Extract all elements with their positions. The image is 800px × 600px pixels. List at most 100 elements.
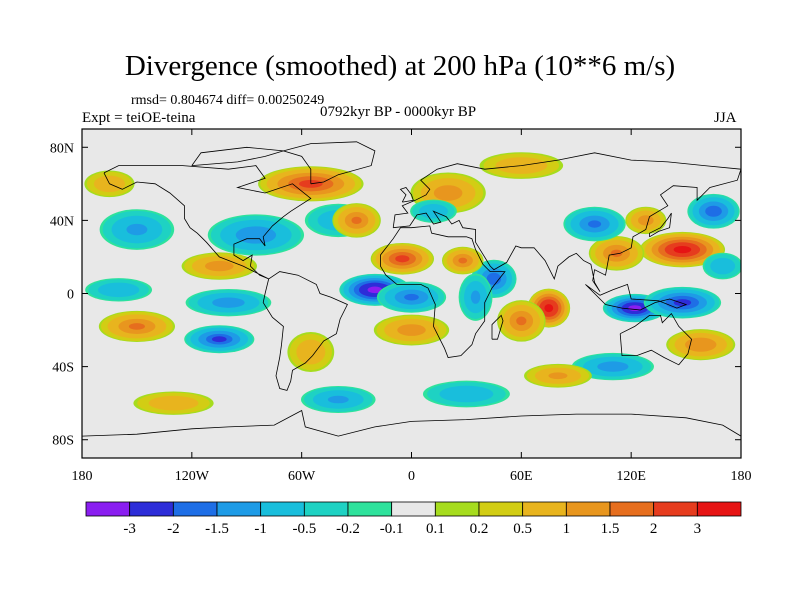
anomaly-19 bbox=[99, 209, 175, 250]
x-axis: 180 120W 60W 0 60E 120E 180 bbox=[72, 129, 752, 484]
colorbar-swatch bbox=[303, 501, 349, 517]
coast-uk bbox=[399, 187, 414, 203]
x-tick-label: 0 bbox=[408, 469, 415, 484]
anomaly-25 bbox=[184, 325, 255, 354]
colorbar-label: 2 bbox=[650, 521, 658, 537]
coast-antarctica bbox=[82, 409, 741, 437]
coast-eurasia bbox=[392, 152, 741, 292]
colorbar-swatch bbox=[653, 501, 698, 517]
anomaly-5 bbox=[497, 300, 546, 342]
colorbar-swatch bbox=[609, 501, 655, 517]
coast-greenland bbox=[281, 141, 376, 185]
rmsd-diff-label: rmsd= 0.804674 diff= 0.00250249 bbox=[131, 93, 325, 108]
anomaly-33-level bbox=[148, 395, 199, 411]
anomaly-31-level bbox=[548, 372, 568, 380]
y-tick-label: 80S bbox=[52, 434, 74, 449]
anomaly-9 bbox=[588, 235, 645, 271]
colorbar-swatch bbox=[85, 501, 131, 517]
anomaly-1 bbox=[376, 281, 447, 313]
colorbar-swatch bbox=[391, 501, 436, 517]
anomaly-25-level bbox=[211, 336, 227, 343]
colorbar-swatch bbox=[216, 501, 262, 517]
x-tick-label: 60W bbox=[288, 469, 316, 484]
anomaly-13-level bbox=[395, 255, 410, 263]
colorbar-label: -0.2 bbox=[336, 521, 360, 537]
anomaly-24 bbox=[185, 288, 272, 317]
anomaly-23 bbox=[479, 152, 564, 179]
colorbar-label: 0.5 bbox=[513, 521, 532, 537]
coast-australia bbox=[619, 312, 693, 366]
coastlines bbox=[82, 141, 741, 437]
colorbar-label: -0.1 bbox=[380, 521, 404, 537]
anomaly-11 bbox=[687, 193, 740, 229]
season-label: JJA bbox=[714, 110, 737, 126]
anomaly-4-level bbox=[544, 304, 554, 313]
anomaly-12 bbox=[625, 206, 667, 235]
anomaly-14 bbox=[441, 246, 484, 275]
anomaly-29-level bbox=[597, 361, 629, 372]
anomaly-3-level bbox=[673, 299, 692, 307]
anomaly-30 bbox=[666, 329, 736, 361]
coast-japan bbox=[649, 212, 672, 238]
anomaly-7 bbox=[458, 273, 493, 321]
anomaly-22-level bbox=[433, 185, 463, 201]
anomaly-15 bbox=[373, 314, 450, 346]
colorbar-swatch bbox=[696, 501, 742, 517]
anomaly-18 bbox=[207, 214, 305, 256]
anomaly-10-level bbox=[587, 220, 602, 228]
colorbar-swatch bbox=[129, 501, 174, 517]
anomaly-31 bbox=[524, 363, 592, 388]
anomaly-8-level bbox=[673, 245, 692, 254]
anomaly-19-level bbox=[126, 223, 148, 236]
y-tick-label: 0 bbox=[67, 288, 74, 303]
colorbar-label: -1.5 bbox=[205, 521, 229, 537]
anomaly-33 bbox=[133, 391, 214, 415]
anomaly-30-level bbox=[685, 337, 717, 352]
anomaly-36-level bbox=[710, 257, 736, 275]
anomaly-14-level bbox=[458, 257, 468, 264]
anomaly-12-level bbox=[638, 215, 654, 226]
anomaly-6-level bbox=[486, 272, 502, 285]
anomaly-0-level bbox=[367, 286, 383, 294]
anomaly-26-level bbox=[128, 323, 145, 330]
anomaly-27-level bbox=[97, 282, 140, 298]
x-tick-label: 120E bbox=[616, 469, 646, 484]
anomaly-29 bbox=[571, 352, 654, 381]
chart-title: Divergence (smoothed) at 200 hPa (10**6 … bbox=[124, 50, 676, 82]
y-axis: 80N 40N 0 40S 80S bbox=[50, 141, 741, 449]
coast-africa-eurasia bbox=[379, 225, 506, 358]
colorbar-swatch bbox=[260, 501, 305, 517]
colorbar-swatch bbox=[522, 501, 567, 517]
anomaly-10 bbox=[563, 206, 626, 242]
coast-south-america bbox=[262, 271, 348, 391]
anomaly-1-level bbox=[404, 293, 419, 301]
colorbar-label: -3 bbox=[123, 521, 136, 537]
anomaly-28 bbox=[287, 331, 335, 373]
divergence-field bbox=[82, 129, 741, 458]
colorbar-swatch bbox=[565, 501, 611, 517]
anomaly-36 bbox=[702, 252, 741, 280]
anomaly-27 bbox=[85, 278, 153, 302]
experiment-label: Expt = teiOE-teina bbox=[82, 110, 196, 126]
anomaly-8 bbox=[639, 231, 726, 268]
colorbar-label: -2 bbox=[167, 521, 180, 537]
anomaly-34-level bbox=[439, 385, 494, 403]
y-tick-label: 40N bbox=[50, 214, 74, 229]
colorbar-label: 1 bbox=[563, 521, 571, 537]
coast-north-america bbox=[103, 165, 312, 280]
anomaly-20 bbox=[181, 252, 257, 280]
anomaly-5-level bbox=[516, 316, 527, 326]
anomaly-20-level bbox=[205, 260, 234, 272]
anomaly-13 bbox=[370, 242, 435, 275]
colorbar-label: 3 bbox=[694, 521, 702, 537]
y-tick-label: 40S bbox=[52, 361, 74, 376]
anomaly-3 bbox=[643, 286, 722, 319]
anomaly-21 bbox=[332, 203, 381, 238]
x-tick-label: 60E bbox=[510, 469, 533, 484]
colorbar-swatch bbox=[434, 501, 480, 517]
anomaly-15-level bbox=[397, 324, 426, 336]
coast-arctic-islands bbox=[191, 146, 284, 166]
anomaly-7-level bbox=[470, 290, 481, 304]
x-tick-label: 180 bbox=[731, 469, 752, 484]
